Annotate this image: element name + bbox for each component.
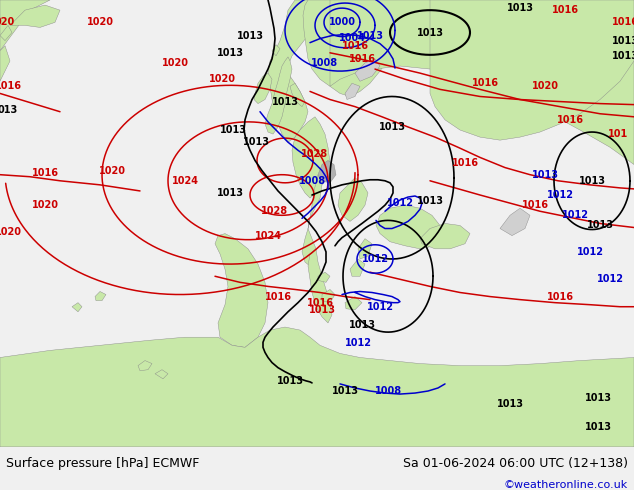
Text: 1028: 1028 [261, 206, 288, 216]
Text: 1013: 1013 [417, 196, 444, 206]
Text: 1016: 1016 [557, 115, 583, 125]
Text: 1013: 1013 [578, 176, 605, 186]
Text: 1008: 1008 [311, 58, 339, 68]
Text: 1012: 1012 [344, 338, 372, 348]
Text: 013: 013 [0, 105, 18, 115]
Text: 1020: 1020 [86, 17, 113, 27]
Text: 020: 020 [0, 17, 15, 27]
Polygon shape [318, 160, 336, 183]
Polygon shape [350, 259, 365, 276]
Text: 1013: 1013 [356, 30, 384, 41]
Text: 1016: 1016 [0, 81, 22, 91]
Text: 1020: 1020 [209, 74, 235, 84]
Text: 1012: 1012 [366, 302, 394, 312]
Polygon shape [345, 296, 362, 310]
Polygon shape [265, 57, 292, 134]
Text: 1016: 1016 [451, 157, 479, 168]
Text: 1020: 1020 [98, 166, 126, 175]
Polygon shape [303, 0, 405, 97]
Text: 101: 101 [608, 129, 628, 139]
Text: ©weatheronline.co.uk: ©weatheronline.co.uk [503, 480, 628, 490]
Text: 1013: 1013 [349, 320, 375, 330]
Polygon shape [355, 59, 380, 81]
Text: 1013: 1013 [612, 51, 634, 61]
Polygon shape [10, 5, 60, 27]
Text: 1012: 1012 [576, 247, 604, 257]
Text: 1028: 1028 [301, 149, 328, 159]
Text: 1016: 1016 [342, 41, 368, 50]
Text: 1008: 1008 [299, 176, 326, 186]
Polygon shape [254, 73, 272, 103]
Text: 1012: 1012 [562, 210, 588, 221]
Text: 1020: 1020 [0, 226, 22, 237]
Text: 1013: 1013 [612, 36, 634, 46]
Polygon shape [330, 0, 634, 165]
Text: 1024: 1024 [254, 231, 281, 241]
Polygon shape [95, 292, 106, 301]
Polygon shape [268, 0, 325, 142]
Text: 1013: 1013 [236, 30, 264, 41]
Polygon shape [308, 249, 332, 323]
Text: 1013: 1013 [585, 421, 612, 432]
Text: 1016: 1016 [349, 54, 375, 64]
Polygon shape [215, 234, 268, 347]
Polygon shape [322, 290, 335, 303]
Polygon shape [290, 83, 305, 107]
Polygon shape [0, 0, 50, 51]
Text: 1004: 1004 [339, 32, 365, 43]
Text: 1013: 1013 [585, 393, 612, 403]
Text: 1008: 1008 [375, 386, 401, 396]
Text: 1016: 1016 [547, 292, 574, 301]
Text: 1013: 1013 [219, 125, 247, 135]
Text: 1016: 1016 [306, 297, 333, 308]
Polygon shape [72, 303, 82, 312]
Text: 1020: 1020 [531, 81, 559, 91]
Text: 1013: 1013 [242, 137, 269, 147]
Text: 1013: 1013 [332, 386, 358, 396]
Polygon shape [155, 369, 168, 379]
Text: 1013: 1013 [216, 48, 243, 58]
Polygon shape [292, 117, 330, 198]
Polygon shape [272, 45, 280, 56]
Text: 1016: 1016 [552, 5, 578, 15]
Polygon shape [420, 223, 470, 249]
Text: 1013: 1013 [276, 376, 304, 386]
Text: 1013: 1013 [586, 220, 614, 230]
Polygon shape [318, 272, 330, 282]
Text: 1016: 1016 [32, 168, 58, 178]
Polygon shape [138, 361, 152, 371]
Text: Surface pressure [hPa] ECMWF: Surface pressure [hPa] ECMWF [6, 457, 200, 470]
Polygon shape [500, 208, 530, 236]
Text: 1016: 1016 [264, 292, 292, 301]
Polygon shape [430, 0, 634, 140]
Polygon shape [0, 46, 10, 81]
Text: 1013: 1013 [271, 97, 299, 106]
Text: 1012: 1012 [361, 254, 389, 264]
Text: 1013: 1013 [496, 399, 524, 409]
Polygon shape [338, 178, 368, 221]
Text: 1013: 1013 [417, 27, 444, 38]
Polygon shape [0, 327, 634, 447]
Text: 1013: 1013 [216, 188, 243, 198]
Text: 1013: 1013 [531, 170, 559, 180]
Text: 1024: 1024 [172, 176, 198, 186]
Text: 1012: 1012 [547, 190, 574, 200]
Polygon shape [302, 175, 322, 266]
Text: 1020: 1020 [32, 200, 58, 210]
Polygon shape [345, 83, 360, 99]
Polygon shape [376, 205, 442, 249]
Text: 1013: 1013 [507, 3, 533, 13]
Text: 1013: 1013 [378, 122, 406, 132]
Text: 1012: 1012 [597, 274, 623, 284]
Text: 1016: 1016 [522, 200, 548, 210]
Text: 1012: 1012 [387, 198, 413, 208]
Text: 1000: 1000 [328, 17, 356, 27]
Text: Sa 01-06-2024 06:00 UTC (12+138): Sa 01-06-2024 06:00 UTC (12+138) [403, 457, 628, 470]
Polygon shape [358, 239, 372, 259]
Polygon shape [0, 25, 12, 41]
Text: 1016: 1016 [612, 17, 634, 27]
Text: 1013: 1013 [309, 305, 335, 315]
Text: 1020: 1020 [162, 58, 188, 68]
Text: 1016: 1016 [472, 78, 498, 88]
